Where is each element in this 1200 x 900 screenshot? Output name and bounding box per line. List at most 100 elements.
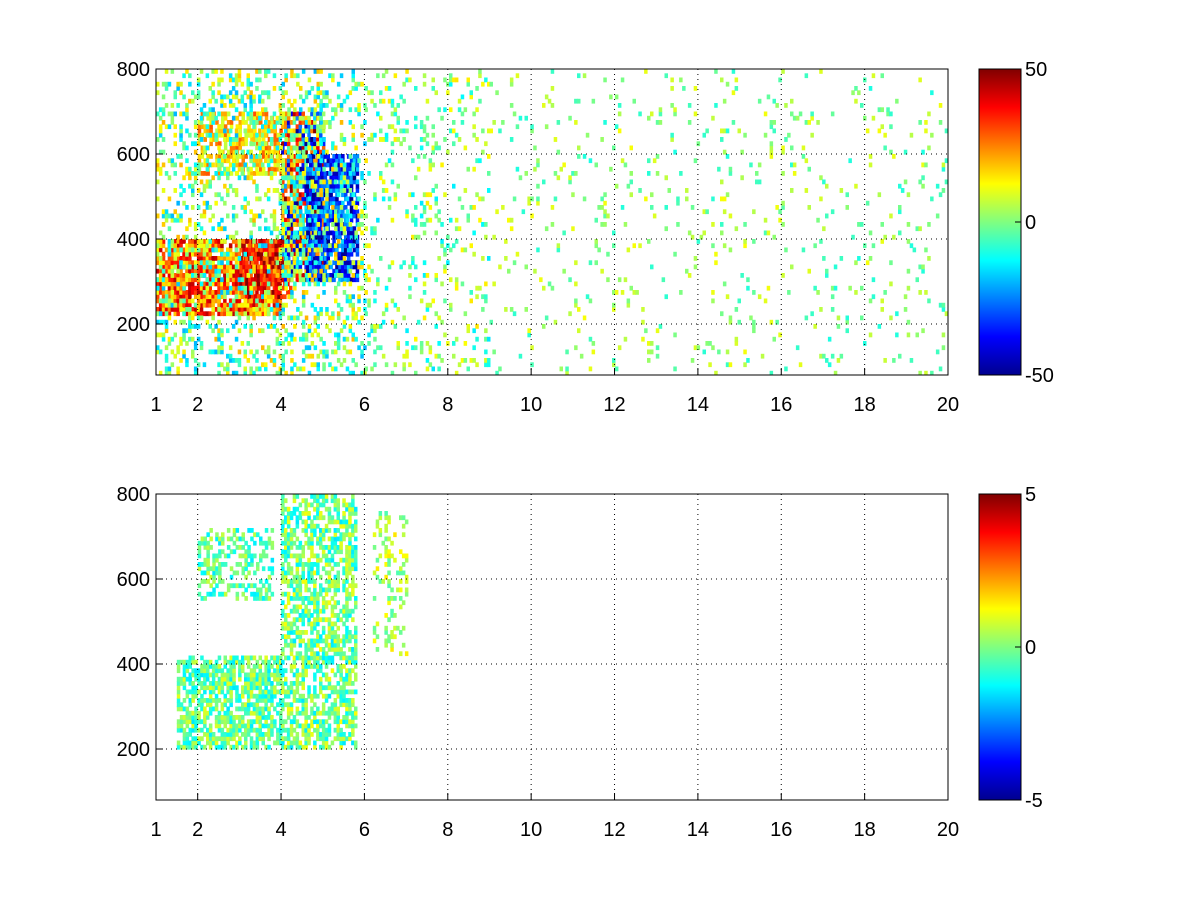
heatmap-cell [226, 132, 231, 138]
heatmap-cell [725, 362, 730, 368]
heatmap-cell [310, 141, 314, 147]
heatmap-cell [158, 166, 163, 172]
heatmap-cell [924, 290, 928, 295]
heatmap-cell [711, 298, 715, 304]
heatmap-cell [296, 209, 300, 215]
heatmap-cell [281, 234, 285, 240]
heatmap-cell [614, 183, 619, 189]
heatmap-cell [819, 175, 823, 181]
heatmap-cell [214, 192, 218, 198]
heatmap-cell [244, 120, 248, 125]
heatmap-cell [170, 268, 175, 274]
heatmap-cell [798, 362, 803, 368]
heatmap-cell [179, 213, 183, 219]
heatmap-cell [612, 230, 616, 236]
heatmap-cell [316, 90, 320, 96]
heatmap-cell [304, 154, 308, 159]
heatmap-cell [328, 120, 332, 125]
heatmap-cell [214, 307, 218, 312]
heatmap-cell [208, 132, 212, 138]
heatmap-cell [193, 243, 198, 249]
heatmap-cell [229, 120, 234, 125]
heatmap-cell [258, 693, 262, 699]
heatmap-cell [588, 336, 593, 342]
heatmap-cell [220, 196, 224, 202]
heatmap-cell [752, 328, 756, 334]
heatmap-cell [176, 345, 180, 351]
heatmap-cell [258, 307, 262, 312]
heatmap-cell [860, 285, 864, 291]
heatmap-cell [223, 268, 227, 274]
heatmap-cell [454, 336, 459, 342]
heatmap-cell [188, 710, 192, 716]
heatmap-cell [221, 111, 225, 117]
heatmap-cell [214, 706, 219, 712]
heatmap-cell [161, 268, 166, 274]
heatmap-cell [342, 137, 347, 142]
heatmap-cell [323, 209, 328, 215]
heatmap-cell [234, 137, 239, 142]
heatmap-cell [822, 179, 826, 185]
heatmap-cell [331, 366, 335, 372]
heatmap-cell [228, 251, 233, 257]
heatmap-cell [235, 124, 240, 130]
heatmap-cell [170, 290, 175, 295]
heatmap-cell [262, 260, 267, 266]
heatmap-cell [839, 256, 844, 261]
heatmap-cell [673, 251, 677, 257]
heatmap-cell [182, 727, 187, 733]
heatmap-cell [264, 744, 268, 750]
heatmap-cell [264, 681, 268, 686]
heatmap-cell [298, 179, 303, 185]
heatmap-cell [249, 209, 253, 215]
heatmap-cell [909, 358, 914, 363]
heatmap-cell [492, 234, 496, 240]
heatmap-cell [226, 719, 230, 725]
heatmap-cell [504, 256, 508, 261]
heatmap-cell [258, 736, 262, 742]
heatmap-cell [275, 120, 280, 125]
heatmap-cell [211, 243, 215, 249]
heatmap-cell [434, 324, 438, 329]
heatmap-cell [354, 205, 358, 210]
heatmap-cell [164, 213, 169, 219]
heatmap-cell [228, 307, 233, 312]
heatmap-cell [194, 668, 198, 674]
heatmap-cell [320, 239, 325, 244]
heatmap-cell [279, 145, 283, 151]
heatmap-cell [284, 256, 288, 261]
heatmap-cell [156, 332, 160, 338]
heatmap-cell [411, 234, 415, 240]
heatmap-cell [271, 243, 275, 249]
heatmap-cell [270, 166, 275, 172]
heatmap-cell [577, 73, 581, 79]
heatmap-cell [317, 264, 322, 270]
heatmap-cell [208, 324, 212, 329]
heatmap-cell [261, 715, 265, 720]
heatmap-cell [281, 200, 285, 206]
heatmap-cell [246, 676, 251, 682]
heatmap-cell [349, 175, 354, 181]
heatmap-cell [215, 162, 219, 168]
heatmap-cell [787, 132, 791, 138]
heatmap-cell [179, 702, 184, 708]
heatmap-cell [211, 260, 215, 266]
heatmap-cell [223, 115, 228, 121]
heatmap-cell [292, 217, 297, 223]
heatmap-cell [197, 681, 201, 686]
heatmap-cell [644, 196, 648, 202]
heatmap-cell [194, 723, 198, 729]
heatmap-cell [164, 307, 169, 312]
heatmap-cell [240, 141, 245, 147]
heatmap-cell [259, 285, 264, 291]
heatmap-cell [208, 727, 213, 733]
heatmap-cell [289, 234, 294, 240]
heatmap-cell [205, 251, 210, 257]
heatmap-cell [185, 719, 190, 725]
heatmap-cell [246, 702, 251, 708]
heatmap-cell [484, 77, 488, 83]
heatmap-cell [357, 111, 361, 117]
heatmap-cell [173, 171, 177, 176]
heatmap-cell [466, 366, 470, 372]
heatmap-cell [286, 264, 291, 270]
